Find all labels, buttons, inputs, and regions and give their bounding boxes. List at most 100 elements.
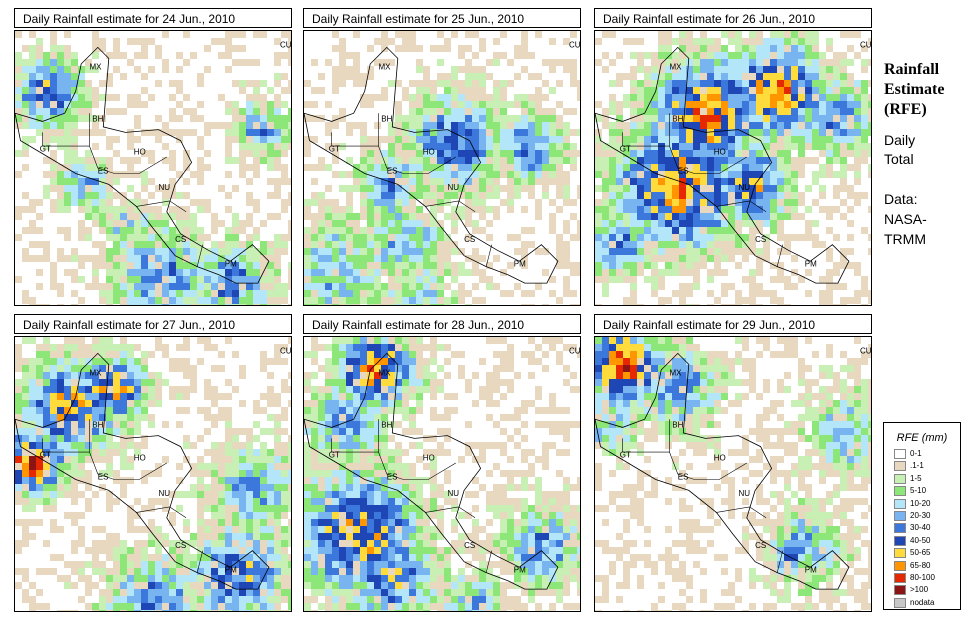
rainfall-cell [430, 129, 437, 136]
rainfall-cell [304, 610, 311, 611]
rainfall-cell [367, 442, 374, 449]
rainfall-cell [311, 442, 318, 449]
rainfall-cell [486, 185, 493, 192]
rainfall-cell [218, 262, 225, 269]
rainfall-cell [99, 248, 106, 255]
rainfall-cell [479, 115, 486, 122]
rainfall-cell [353, 365, 360, 372]
rainfall-cell [325, 512, 332, 519]
rainfall-cell [763, 255, 770, 262]
rainfall-cell [260, 143, 267, 150]
rainfall-cell [71, 421, 78, 428]
rainfall-cell [777, 234, 784, 241]
rainfall-cell [325, 491, 332, 498]
rainfall-cell [346, 269, 353, 276]
rainfall-cell [211, 213, 218, 220]
rainfall-cell [672, 115, 679, 122]
rainfall-cell [381, 136, 388, 143]
rainfall-cell [353, 358, 360, 365]
rainfall-cell [686, 269, 693, 276]
rainfall-cell [288, 45, 291, 52]
rainfall-cell [318, 575, 325, 582]
rainfall-cell [190, 234, 197, 241]
rainfall-cell [57, 52, 64, 59]
rainfall-cell [360, 596, 367, 603]
rainfall-cell [479, 255, 486, 262]
rainfall-cell [437, 143, 444, 150]
rainfall-cell [43, 435, 50, 442]
rainfall-cell [693, 94, 700, 101]
rainfall-cell [120, 603, 127, 610]
rainfall-cell [253, 94, 260, 101]
rainfall-cell [253, 87, 260, 94]
rainfall-cell [36, 351, 43, 358]
rainfall-cell [602, 108, 609, 115]
rainfall-cell [409, 171, 416, 178]
rainfall-cell [756, 304, 763, 305]
rainfall-cell [211, 589, 218, 596]
rainfall-cell [57, 290, 64, 297]
rainfall-cell [665, 94, 672, 101]
rainfall-cell [770, 45, 777, 52]
rainfall-cell [360, 136, 367, 143]
rainfall-cell [535, 206, 542, 213]
rainfall-cell [700, 206, 707, 213]
rainfall-cell [218, 269, 225, 276]
rainfall-cell [281, 344, 288, 351]
rainfall-cell [595, 38, 602, 45]
rainfall-cell [346, 185, 353, 192]
rainfall-cell [134, 52, 141, 59]
rainfall-cell [374, 136, 381, 143]
rainfall-cell [197, 561, 204, 568]
rainfall-cell [318, 540, 325, 547]
rainfall-cell [826, 206, 833, 213]
rainfall-cell [360, 540, 367, 547]
rainfall-cell [169, 610, 176, 611]
rainfall-cell [211, 533, 218, 540]
rainfall-cell [514, 129, 521, 136]
rainfall-cell [190, 484, 197, 491]
rainfall-cell [665, 101, 672, 108]
rainfall-cell [563, 199, 570, 206]
rainfall-cell [409, 255, 416, 262]
rainfall-cell [218, 512, 225, 519]
rainfall-cell [29, 31, 36, 38]
rainfall-cell [826, 115, 833, 122]
rainfall-cell [36, 428, 43, 435]
rainfall-cell [239, 512, 246, 519]
rainfall-cell [325, 540, 332, 547]
rainfall-cell [423, 143, 430, 150]
rainfall-cell [665, 52, 672, 59]
rainfall-cell [423, 122, 430, 129]
rainfall-cell [246, 150, 253, 157]
rainfall-cell [374, 213, 381, 220]
rainfall-cell [239, 470, 246, 477]
rainfall-cell [465, 171, 472, 178]
rainfall-cell [127, 575, 134, 582]
rainfall-cell [78, 526, 85, 533]
rainfall-cell [367, 45, 374, 52]
rainfall-cell [658, 199, 665, 206]
rainfall-cell [630, 129, 637, 136]
rainfall-cell [148, 379, 155, 386]
rainfall-cell [388, 365, 395, 372]
rainfall-cell [113, 547, 120, 554]
rainfall-cell [658, 73, 665, 80]
rainfall-cell [85, 393, 92, 400]
rainfall-cell [253, 498, 260, 505]
rainfall-cell [700, 122, 707, 129]
rainfall-cell [721, 136, 728, 143]
rainfall-cell [78, 400, 85, 407]
rainfall-cell [609, 101, 616, 108]
rainfall-cell [609, 59, 616, 66]
rainfall-cell [791, 192, 798, 199]
rainfall-cell [458, 206, 465, 213]
rainfall-cell [714, 206, 721, 213]
rainfall-cell [50, 31, 57, 38]
rainfall-cell [274, 540, 281, 547]
rainfall-cell [367, 477, 374, 484]
rainfall-cell [395, 484, 402, 491]
rainfall-cell [686, 262, 693, 269]
rainfall-cell [183, 372, 190, 379]
rainfall-cell [239, 220, 246, 227]
